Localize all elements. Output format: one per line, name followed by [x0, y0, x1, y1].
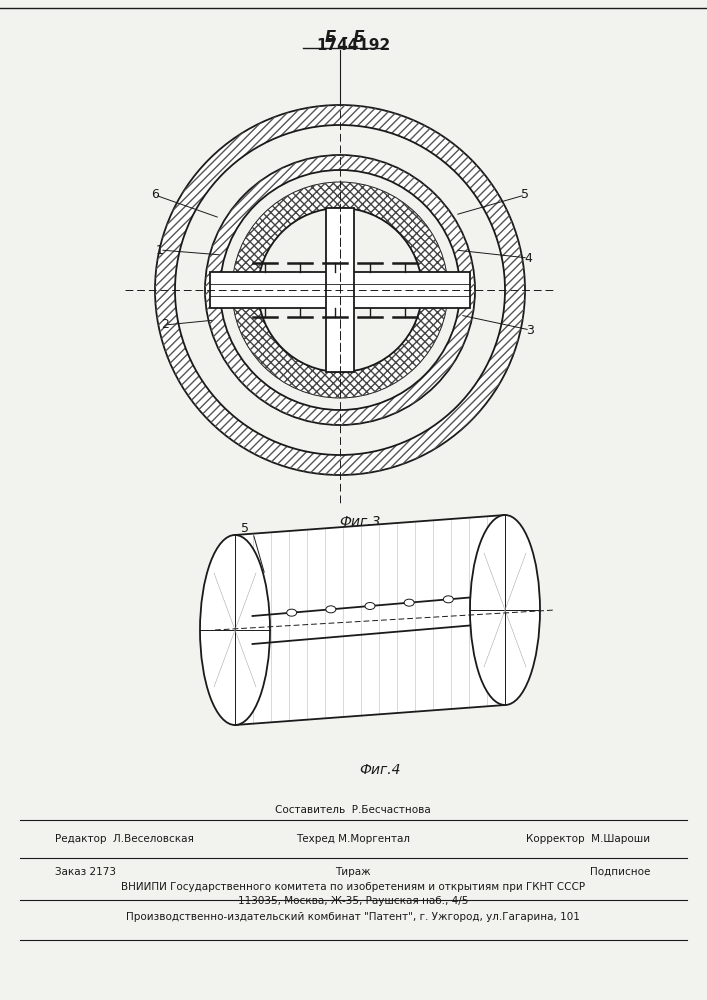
Ellipse shape — [443, 596, 453, 603]
Polygon shape — [235, 515, 505, 725]
Text: 4: 4 — [524, 251, 532, 264]
Ellipse shape — [175, 125, 505, 455]
Ellipse shape — [286, 609, 297, 616]
Ellipse shape — [404, 599, 414, 606]
Text: Составитель  Р.Бесчастнова: Составитель Р.Бесчастнова — [275, 805, 431, 815]
Text: Б - Б: Б - Б — [325, 30, 365, 45]
Ellipse shape — [365, 602, 375, 609]
Ellipse shape — [155, 105, 525, 475]
Text: Фиг.3: Фиг.3 — [339, 515, 381, 529]
Text: 1: 1 — [156, 243, 164, 256]
Ellipse shape — [200, 535, 270, 725]
Ellipse shape — [258, 208, 422, 372]
Text: 3: 3 — [526, 324, 534, 336]
Text: 2: 2 — [161, 318, 169, 332]
Text: Корректор  М.Шароши: Корректор М.Шароши — [526, 834, 650, 844]
Text: Фиг.4: Фиг.4 — [359, 763, 401, 777]
Text: Производственно-издательский комбинат "Патент", г. Ужгород, ул.Гагарина, 101: Производственно-издательский комбинат "П… — [126, 912, 580, 922]
Text: 1744192: 1744192 — [316, 37, 390, 52]
Ellipse shape — [258, 208, 422, 372]
Ellipse shape — [326, 606, 336, 613]
Text: 6: 6 — [151, 188, 159, 202]
Text: Тираж: Тираж — [335, 867, 370, 877]
Text: 5: 5 — [241, 522, 249, 534]
Polygon shape — [326, 208, 354, 372]
Text: Техред М.Моргентал: Техред М.Моргентал — [296, 834, 410, 844]
Polygon shape — [210, 272, 470, 308]
Text: Заказ 2173: Заказ 2173 — [55, 867, 116, 877]
Text: Подписное: Подписное — [590, 867, 650, 877]
Text: 5: 5 — [521, 188, 529, 202]
Ellipse shape — [220, 170, 460, 410]
Ellipse shape — [470, 515, 540, 705]
Text: 113035, Москва, Ж-35, Раушская наб., 4/5: 113035, Москва, Ж-35, Раушская наб., 4/5 — [238, 896, 468, 906]
Text: ВНИИПИ Государственного комитета по изобретениям и открытиям при ГКНТ СССР: ВНИИПИ Государственного комитета по изоб… — [121, 882, 585, 892]
Ellipse shape — [232, 182, 448, 398]
Ellipse shape — [205, 155, 475, 425]
Text: Редактор  Л.Веселовская: Редактор Л.Веселовская — [55, 834, 194, 844]
